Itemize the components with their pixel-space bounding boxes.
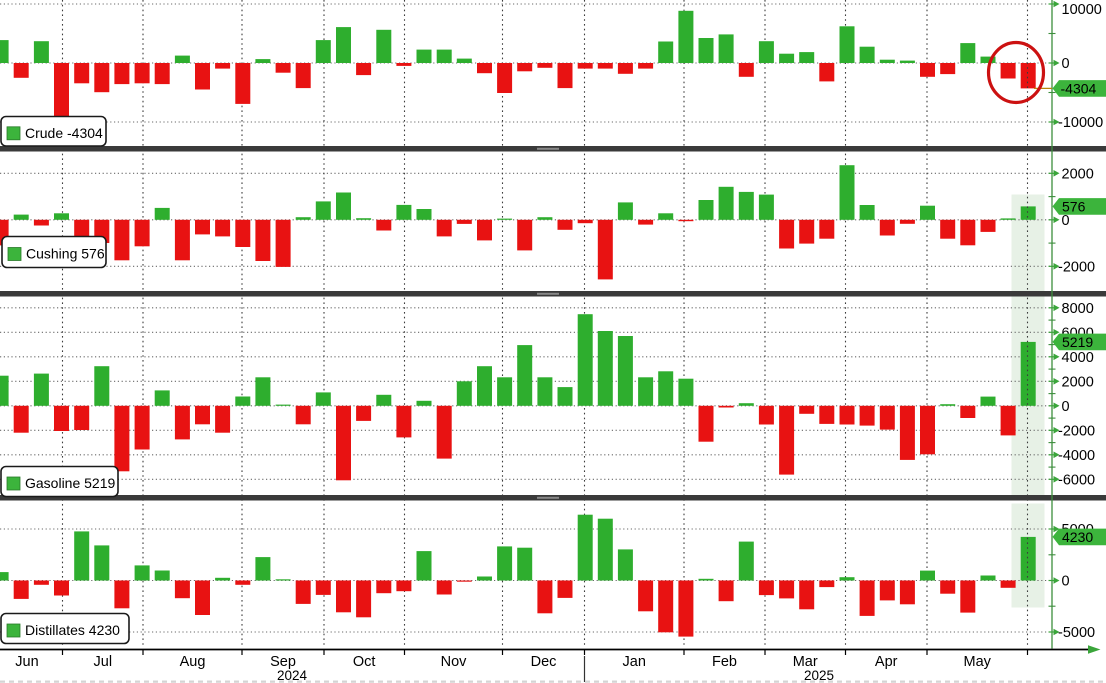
svg-text:Feb: Feb bbox=[712, 654, 737, 670]
svg-text:Oct: Oct bbox=[353, 654, 376, 670]
svg-text:Jul: Jul bbox=[94, 654, 113, 670]
svg-text:-10000: -10000 bbox=[1058, 115, 1103, 131]
svg-text:Distillates 4230: Distillates 4230 bbox=[25, 622, 120, 638]
svg-text:-2000: -2000 bbox=[1058, 423, 1095, 439]
svg-text:0: 0 bbox=[1062, 213, 1070, 229]
svg-text:8000: 8000 bbox=[1062, 301, 1094, 317]
svg-text:0: 0 bbox=[1062, 399, 1070, 415]
svg-text:0: 0 bbox=[1062, 574, 1070, 590]
svg-text:-4304: -4304 bbox=[1061, 80, 1097, 96]
svg-text:Apr: Apr bbox=[875, 654, 898, 670]
svg-text:Aug: Aug bbox=[180, 654, 206, 670]
svg-text:576: 576 bbox=[1062, 198, 1086, 214]
svg-text:2024: 2024 bbox=[277, 668, 308, 683]
svg-text:Sep: Sep bbox=[270, 654, 296, 670]
svg-text:Cushing 576: Cushing 576 bbox=[26, 246, 105, 262]
svg-text:4000: 4000 bbox=[1062, 350, 1094, 366]
svg-text:Gasoline 5219: Gasoline 5219 bbox=[25, 475, 116, 491]
svg-text:Dec: Dec bbox=[531, 654, 557, 670]
svg-text:2025: 2025 bbox=[804, 668, 834, 683]
svg-text:May: May bbox=[963, 654, 991, 670]
svg-text:2000: 2000 bbox=[1062, 166, 1094, 182]
svg-text:-4000: -4000 bbox=[1058, 448, 1095, 464]
svg-text:10000: 10000 bbox=[1062, 2, 1102, 18]
svg-text:5219: 5219 bbox=[1062, 334, 1093, 350]
svg-text:4230: 4230 bbox=[1062, 529, 1093, 545]
svg-text:0: 0 bbox=[1062, 56, 1070, 72]
svg-text:Mar: Mar bbox=[793, 654, 818, 670]
svg-text:Nov: Nov bbox=[441, 654, 468, 670]
svg-text:-5000: -5000 bbox=[1058, 625, 1095, 641]
svg-text:Jan: Jan bbox=[623, 654, 646, 670]
svg-text:Crude -4304: Crude -4304 bbox=[25, 125, 103, 141]
svg-text:2000: 2000 bbox=[1062, 374, 1094, 390]
svg-text:-6000: -6000 bbox=[1058, 472, 1095, 488]
svg-text:Jun: Jun bbox=[15, 654, 38, 670]
svg-text:-2000: -2000 bbox=[1058, 259, 1095, 275]
